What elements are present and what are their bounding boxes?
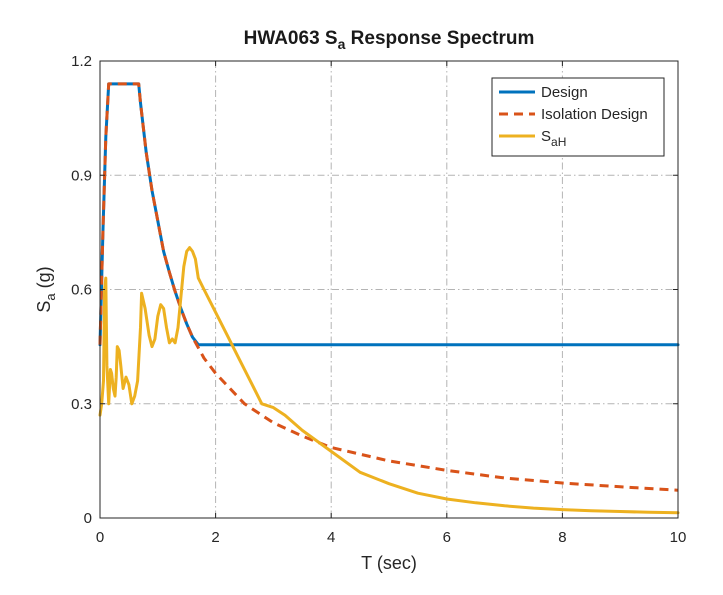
series-lines — [98, 82, 680, 515]
y-tick-label: 0 — [84, 510, 92, 527]
legend-label-sah: SaH — [541, 128, 566, 149]
y-axis-label-rest: (g) — [34, 266, 54, 293]
y-axis-label-main: S — [34, 301, 54, 313]
legend-label-main: Design — [541, 84, 588, 101]
y-axis-label: Sa (g) — [34, 266, 58, 312]
chart-title: HWA063 Sa Response Spectrum — [244, 28, 535, 52]
series-line-isolation-design — [98, 82, 679, 492]
y-tick-label: 0.3 — [71, 396, 92, 413]
chart-title-main: HWA063 S — [244, 28, 338, 49]
series-line-sah — [98, 246, 680, 515]
x-axis-label: T (sec) — [361, 553, 417, 573]
legend-label-main: Isolation Design — [541, 106, 648, 123]
legend: Design Isolation Design SaH — [491, 77, 665, 157]
x-tick-label: 8 — [558, 529, 566, 546]
y-tick-label: 0.6 — [71, 282, 92, 299]
legend-label-isolation-design: Isolation Design — [541, 106, 648, 123]
x-tick-label: 4 — [327, 529, 335, 546]
legend-label-design: Design — [541, 84, 588, 101]
legend-label-subscript: aH — [551, 135, 566, 149]
legend-label-main: S — [541, 128, 551, 145]
x-tick-label: 6 — [443, 529, 451, 546]
chart-title-subscript: a — [338, 36, 346, 52]
y-tick-label: 0.9 — [71, 167, 92, 184]
x-tick-label: 0 — [96, 529, 104, 546]
axis-ticks: 0 2 4 6 8 10 0 0.3 0.6 0.9 1.2 — [71, 53, 686, 546]
x-tick-label: 2 — [211, 529, 219, 546]
y-tick-label: 1.2 — [71, 53, 92, 70]
y-axis-label-subscript: a — [43, 293, 58, 301]
x-tick-label: 10 — [670, 529, 687, 546]
chart-title-rest: Response Spectrum — [345, 28, 534, 49]
